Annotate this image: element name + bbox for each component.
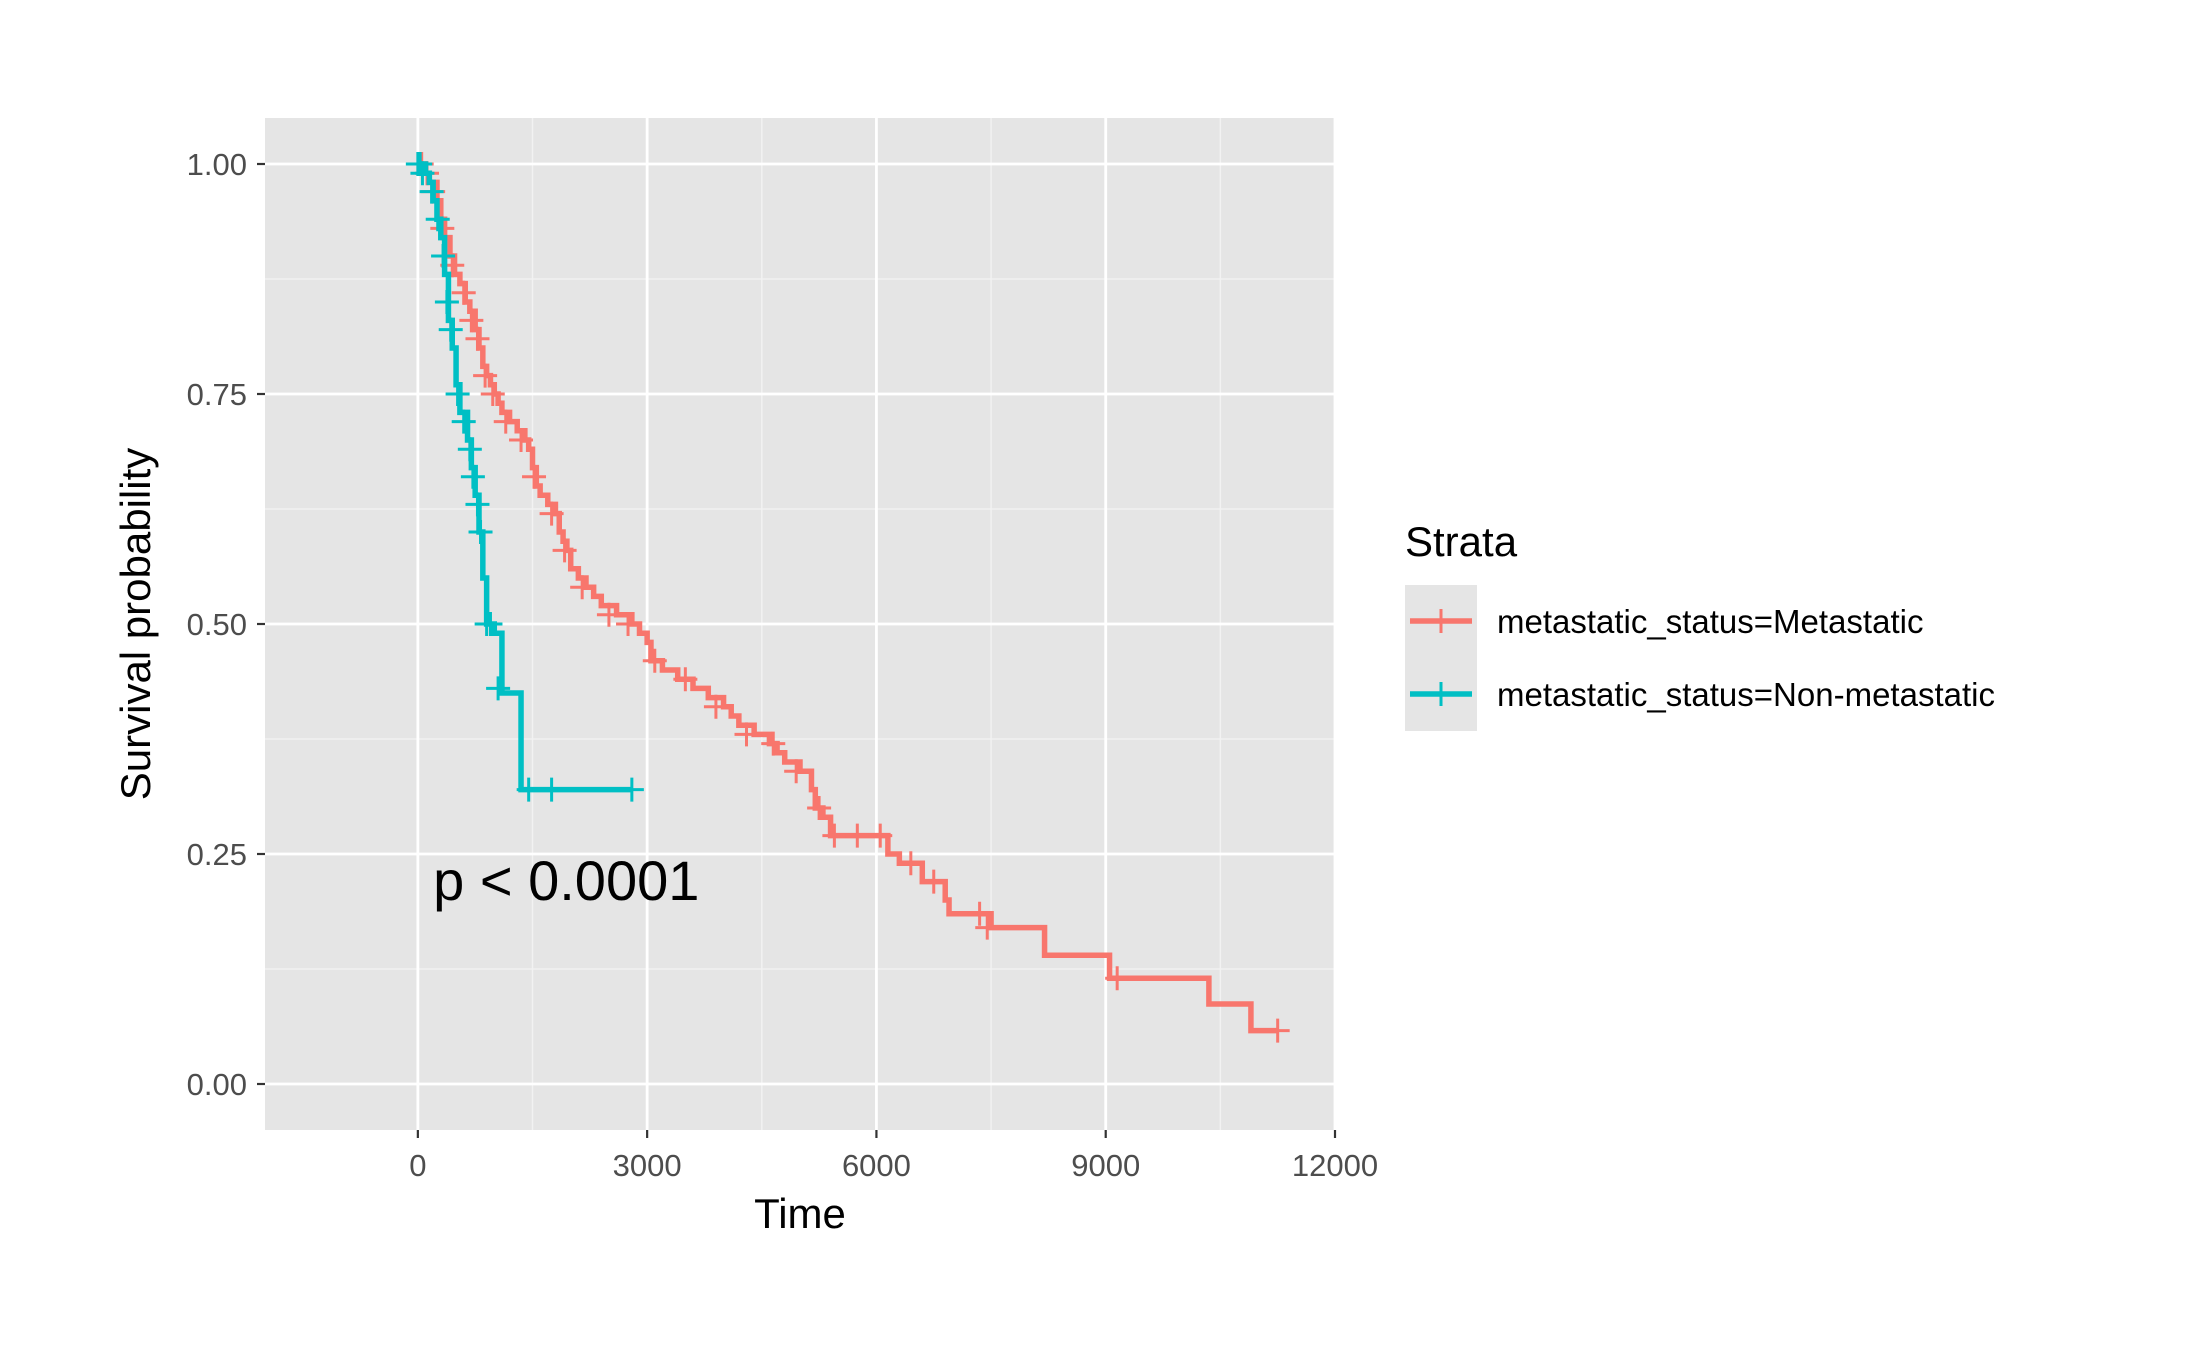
censor-mark [431, 244, 456, 268]
censor-mark [465, 326, 490, 351]
censor-mark [493, 409, 518, 434]
y-tick-label: 1.00 [187, 147, 247, 182]
censor-mark [480, 382, 505, 406]
censor-mark [410, 161, 435, 186]
censor-mark [1105, 966, 1130, 991]
censor-mark [468, 520, 493, 544]
axis-layer: 0 3000 6000 9000 12000 0.00 0.25 0.50 0.75 1.00 [187, 147, 1378, 1183]
censor-mark [486, 676, 511, 701]
p-value-annotation: p < 0.0001 [433, 849, 699, 912]
x-tick-label: 6000 [842, 1148, 911, 1183]
x-tick-label: 9000 [1071, 1148, 1140, 1183]
censor-mark [457, 437, 482, 462]
major-gridlines [265, 118, 1337, 1130]
x-axis-title: Time [754, 1190, 846, 1237]
censor-mark [570, 575, 595, 600]
censor-mark [478, 612, 503, 636]
censor-mark [596, 602, 621, 627]
censor-mark [1265, 1018, 1290, 1043]
series-layer [405, 152, 1290, 1043]
censor-mark [552, 538, 577, 563]
censor-mark [460, 464, 485, 489]
censor-mark [451, 409, 476, 434]
censor-mark [516, 777, 541, 802]
censor-mark [807, 796, 832, 820]
censor-mark [703, 694, 728, 719]
censor-mark [445, 382, 470, 406]
censor-mark [822, 823, 847, 848]
legend-label-metastatic: metastatic_status=Metastatic [1497, 603, 1923, 640]
x-tick-label: 3000 [613, 1148, 682, 1183]
legend: Strata metastatic_status=Metastatic meta… [1405, 518, 1995, 731]
censor-mark [616, 612, 641, 636]
censor-mark [438, 317, 463, 342]
censor-mark [673, 667, 698, 692]
legend-key-censor-mark [1429, 609, 1453, 633]
y-axis-title: Survival probability [112, 448, 159, 801]
censor-mark [845, 823, 870, 848]
censor-mark [868, 823, 893, 848]
censor-mark [539, 501, 564, 526]
censor-marks-non-metastatic [405, 152, 644, 802]
censor-mark [539, 777, 564, 802]
censor-mark [419, 179, 444, 204]
y-tick-label: 0.75 [187, 377, 247, 412]
censor-mark [459, 308, 484, 333]
legend-key-non-metastatic [1410, 682, 1472, 706]
legend-key-metastatic [1410, 609, 1472, 633]
censor-mark [465, 492, 490, 517]
censor-mark [898, 851, 923, 876]
legend-label-non-metastatic: metastatic_status=Non-metastatic [1497, 676, 1995, 713]
censor-mark [784, 759, 809, 784]
legend-key-background [1405, 585, 1477, 731]
legend-title: Strata [1405, 518, 1518, 565]
y-tick-label: 0.25 [187, 837, 247, 872]
censor-mark [619, 777, 644, 802]
censor-mark [509, 428, 534, 452]
legend-key-censor-mark [1429, 682, 1453, 706]
y-tick-label: 0.00 [187, 1067, 247, 1102]
x-tick-label: 12000 [1292, 1148, 1378, 1183]
censor-mark [473, 363, 498, 388]
censor-mark [522, 464, 547, 489]
x-tick-label: 0 [409, 1148, 426, 1183]
censor-mark [921, 869, 946, 894]
censor-mark [967, 901, 992, 926]
censor-mark [975, 915, 1000, 940]
censor-mark [425, 207, 450, 232]
y-tick-label: 0.50 [187, 607, 247, 642]
legend-keys [1410, 609, 1472, 706]
censor-mark [761, 731, 786, 756]
censor-mark [434, 290, 459, 314]
censor-mark [642, 648, 667, 673]
censor-mark [451, 280, 476, 305]
censor-mark [734, 722, 759, 747]
